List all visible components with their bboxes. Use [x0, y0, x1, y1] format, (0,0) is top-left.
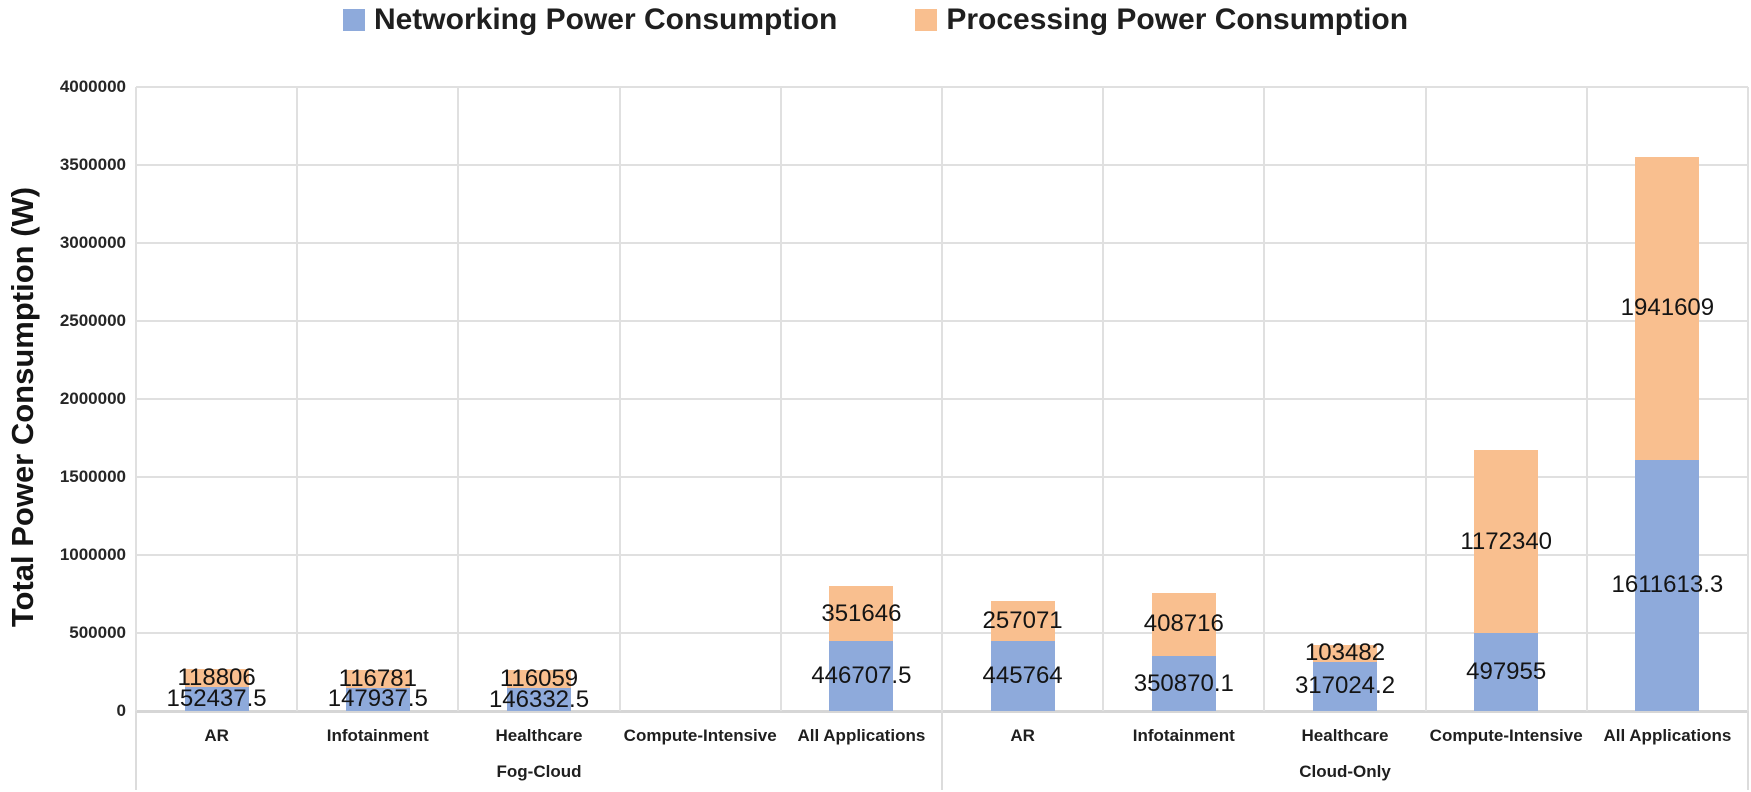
- x-group-label: Cloud-Only: [1299, 762, 1391, 781]
- data-label-processing: 351646: [821, 599, 902, 627]
- data-label-networking: 152437.5: [166, 685, 267, 713]
- y-tick-label: 3000000: [59, 233, 126, 252]
- data-label-processing: 408716: [1143, 610, 1224, 638]
- x-category-label: AR: [1010, 726, 1035, 745]
- bar-segment-networking: [184, 687, 249, 711]
- x-group-label: Fog-Cloud: [496, 762, 582, 781]
- bar-segment-networking: [507, 688, 571, 711]
- y-tick-label: 0: [116, 701, 126, 720]
- vertical-gridline: [1263, 87, 1266, 711]
- x-category-label: All Applications: [797, 726, 926, 745]
- x-category-label: Healthcare: [495, 726, 583, 745]
- vertical-gridline: [779, 87, 782, 711]
- vertical-gridline: [1424, 87, 1427, 711]
- bar-segment-processing: [1474, 450, 1539, 634]
- x-category-label: All Applications: [1603, 726, 1732, 745]
- vertical-gridline: [296, 87, 299, 711]
- data-label-processing: 1172340: [1460, 527, 1553, 555]
- data-label-networking: 147937.5: [327, 685, 428, 713]
- bar-segment-processing: [507, 670, 571, 689]
- bar-segment-processing: [184, 668, 249, 688]
- y-tick-label: 2000000: [59, 389, 126, 408]
- data-label-processing: 1941609: [1620, 294, 1715, 322]
- legend-label-processing: Processing Power Consumption: [946, 3, 1409, 36]
- data-label-processing: 116059: [499, 665, 579, 693]
- data-label-networking: 350870.1: [1133, 669, 1234, 697]
- y-tick-label: 2500000: [59, 311, 126, 330]
- data-label-networking: 446707.5: [811, 662, 912, 690]
- axis-group-separator: [1747, 711, 1749, 790]
- x-category-label: Infotainment: [326, 726, 429, 745]
- vertical-gridline: [941, 87, 943, 711]
- bar-segment-networking: [1151, 656, 1216, 711]
- bar-segment-processing: [345, 669, 410, 688]
- data-label-processing: 257071: [982, 607, 1063, 635]
- x-category-label: Healthcare: [1301, 726, 1389, 745]
- legend-item-processing: Processing Power Consumption: [915, 3, 1408, 37]
- data-label-networking: 317024.2: [1294, 672, 1396, 700]
- bar-segment-networking: [829, 641, 894, 711]
- bar-segment-networking: [1635, 459, 1700, 711]
- processing-swatch-icon: [915, 9, 938, 31]
- x-category-label: Infotainment: [1132, 726, 1235, 745]
- legend-label-networking: Networking Power Consumption: [373, 3, 838, 36]
- bar-segment-processing: [829, 586, 894, 642]
- vertical-gridline: [1585, 87, 1588, 711]
- networking-swatch-icon: [342, 9, 365, 31]
- y-tick-label: 500000: [69, 623, 126, 642]
- bar-segment-networking: [345, 687, 410, 711]
- y-tick-label: 4000000: [59, 77, 126, 96]
- x-category-label: AR: [204, 726, 229, 745]
- bar-segment-processing: [1635, 156, 1700, 460]
- data-label-processing: 118806: [177, 663, 256, 691]
- bar-segment-processing: [1313, 645, 1377, 662]
- y-tick-label: 1000000: [59, 545, 126, 564]
- vertical-gridline: [1102, 87, 1105, 711]
- axis-group-separator: [941, 711, 943, 790]
- data-label-networking: 146332.5: [488, 685, 590, 713]
- axis-group-separator: [135, 711, 137, 790]
- chart-legend: Networking Power Consumption Processing …: [0, 0, 1751, 40]
- vertical-gridline: [618, 87, 621, 711]
- data-label-processing: 103482: [1304, 639, 1386, 667]
- data-label-networking: 497955: [1466, 658, 1547, 686]
- vertical-gridline: [1747, 87, 1749, 711]
- vertical-gridline: [457, 87, 460, 711]
- bar-segment-networking: [1474, 633, 1539, 711]
- legend-item-networking: Networking Power Consumption: [342, 3, 838, 37]
- y-tick-label: 1500000: [59, 467, 126, 486]
- bar-segment-processing: [990, 601, 1055, 642]
- vertical-gridline: [135, 87, 137, 711]
- bar-segment-networking: [990, 641, 1055, 711]
- data-label-networking: 445764: [982, 662, 1063, 690]
- x-category-label: Compute-Intensive: [1429, 726, 1583, 745]
- bar-segment-networking: [1313, 661, 1377, 711]
- x-category-label: Compute-Intensive: [623, 726, 777, 745]
- data-label-processing: 116781: [338, 664, 417, 692]
- data-label-networking: 1611613.3: [1611, 571, 1724, 599]
- bar-segment-processing: [1151, 592, 1216, 657]
- y-tick-label: 3500000: [59, 155, 126, 174]
